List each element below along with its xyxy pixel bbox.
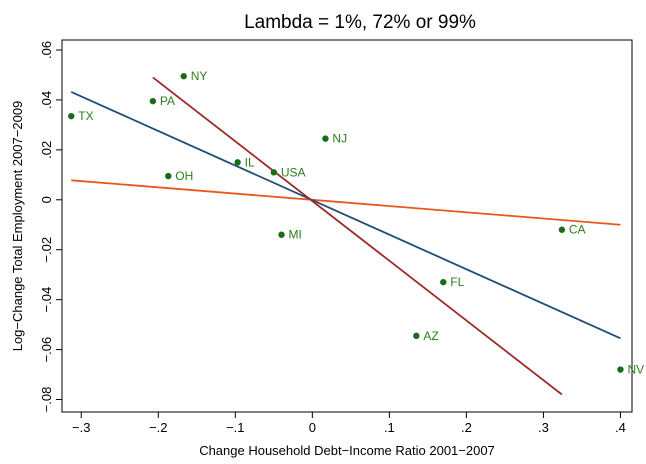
point-mi	[278, 231, 285, 238]
x-tick-label: .3	[538, 420, 549, 435]
point-tx	[68, 112, 75, 120]
x-axis-label: Change Household Debt−Income Ratio 2001−…	[199, 443, 495, 458]
point-ny	[180, 73, 187, 80]
y-tick-label: −.04	[39, 287, 54, 313]
fit-line-1	[71, 179, 621, 226]
point-label-ny: NY	[191, 69, 208, 83]
point-label-pa: PA	[160, 94, 175, 108]
fit-line-3	[152, 76, 563, 396]
y-tick-label: .02	[39, 141, 54, 159]
y-tick-label: .06	[39, 41, 54, 59]
y-tick-label: −.06	[39, 337, 54, 363]
point-label-oh: OH	[175, 169, 193, 183]
point-ca	[558, 226, 566, 233]
x-tick-label: .1	[384, 420, 395, 435]
x-tick-label: 0	[309, 420, 316, 435]
x-tick-label: .2	[461, 420, 472, 435]
point-label-usa: USA	[281, 165, 306, 179]
chart-title: Lambda = 1%, 72% or 99%	[244, 12, 476, 33]
y-tick-label: .04	[39, 91, 54, 109]
ticks-layer: −.3 −.2 −.1 0 .1 .2 .3 .4 −.08 −.06 −.04 −.02 0 .02 .0…	[39, 41, 626, 435]
y-tick-label: 0	[39, 196, 54, 203]
x-tick-label: .4	[615, 420, 626, 435]
y-tick-label: −.02	[39, 237, 54, 263]
point-label-nv: NV	[627, 363, 644, 377]
plot-frame	[61, 39, 633, 413]
point-il	[234, 159, 241, 166]
point-nv	[617, 366, 624, 373]
x-tick-label: −.3	[72, 420, 90, 435]
point-label-ca: CA	[569, 223, 586, 237]
point-fl	[440, 278, 447, 286]
fit-lines-layer	[70, 76, 621, 396]
point-pa	[149, 97, 157, 105]
point-label-nj: NJ	[332, 132, 347, 146]
point-label-tx: TX	[78, 109, 93, 123]
x-tick-label: −.1	[226, 420, 244, 435]
point-label-az: AZ	[423, 329, 438, 343]
fit-line-2	[70, 91, 621, 340]
points-layer: NY PA TX NJ IL USA OH MI CA FL AZ NV	[68, 69, 644, 377]
point-oh	[165, 172, 172, 180]
y-axis-label: Log−Change Total Employment 2007−2009	[10, 101, 25, 352]
x-tick-label: −.2	[149, 420, 167, 435]
point-az	[413, 332, 420, 340]
point-label-il: IL	[245, 155, 255, 169]
point-label-fl: FL	[450, 275, 464, 289]
point-label-mi: MI	[289, 228, 302, 242]
point-nj	[322, 135, 329, 142]
point-usa	[270, 169, 278, 176]
y-tick-label: −.08	[39, 387, 54, 413]
